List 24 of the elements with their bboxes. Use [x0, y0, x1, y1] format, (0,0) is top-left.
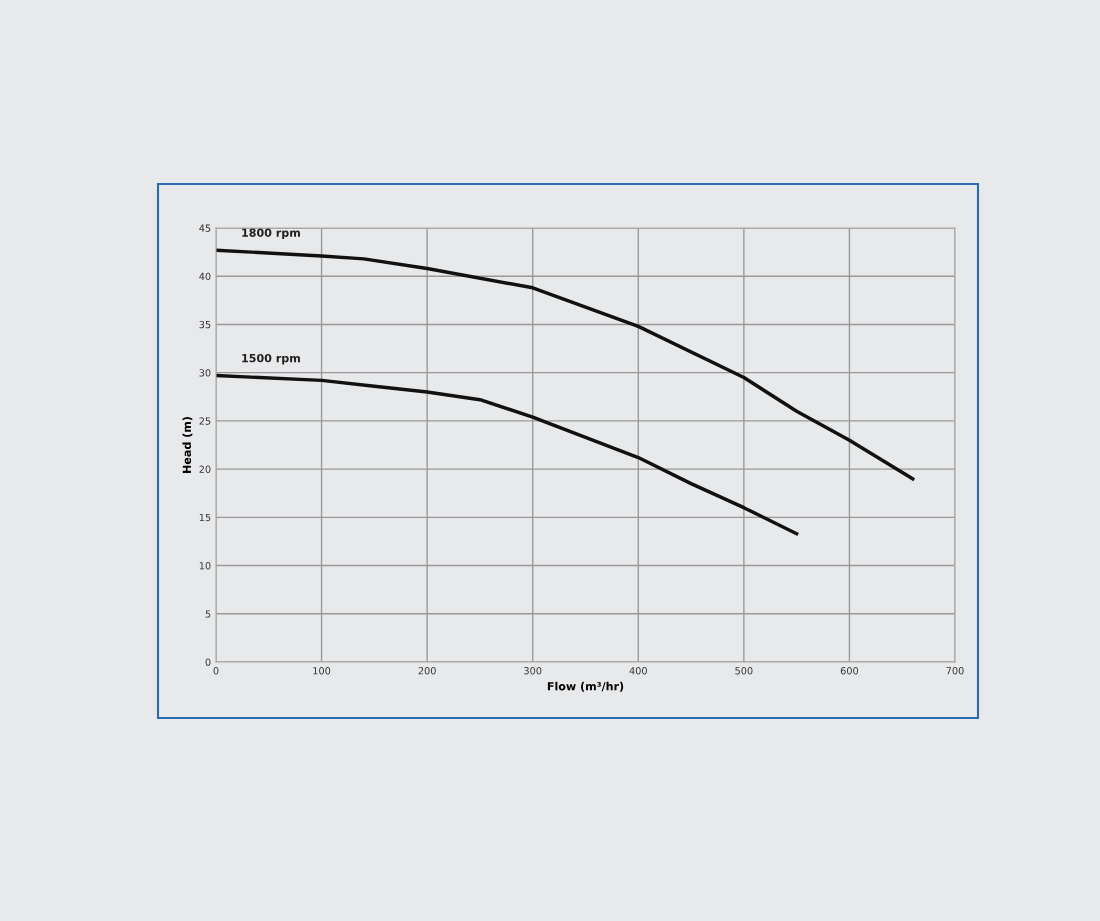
y-tick-label: 20	[199, 465, 211, 473]
y-tick-label: 30	[199, 369, 211, 377]
series-label: 1500 rpm	[242, 353, 300, 365]
y-tick-label: 0	[205, 658, 211, 666]
x-tick-label: 200	[418, 667, 436, 675]
y-tick-label: 10	[199, 562, 211, 570]
y-tick-label: 15	[199, 513, 211, 522]
line-series	[216, 248, 915, 481]
y-tick-label: 40	[199, 272, 211, 281]
y-tick-label: 5	[205, 610, 211, 618]
x-tick-label: 600	[840, 667, 859, 675]
x-tick-label: 500	[735, 667, 753, 675]
x-tick-label: 100	[313, 667, 331, 675]
x-axis-title: Flow (m³/hr)	[547, 681, 624, 692]
x-tick-label: 700	[946, 667, 964, 675]
y-axis-title: Head (m)	[182, 417, 193, 473]
y-tick-label: 35	[199, 320, 211, 329]
series-label: 1800 rpm	[242, 228, 300, 240]
x-tick-label: 0	[213, 667, 219, 675]
x-tick-label: 400	[629, 667, 647, 675]
x-tick-label: 300	[524, 667, 542, 675]
line-series	[216, 373, 799, 536]
y-tick-label: 25	[199, 417, 211, 425]
y-tick-label: 45	[199, 224, 211, 232]
